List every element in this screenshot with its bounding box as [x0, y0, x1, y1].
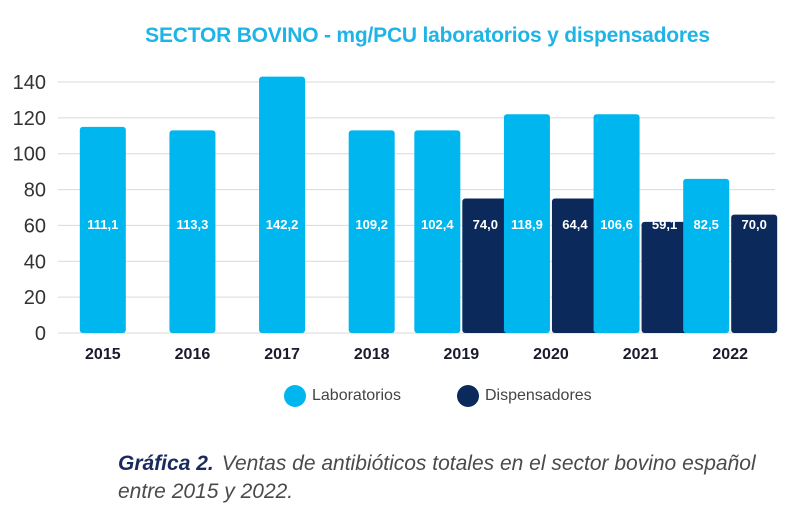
bar [169, 130, 216, 333]
y-tick-label: 100 [13, 144, 46, 166]
data-label: 109,2 [355, 217, 388, 232]
data-label: 118,9 [511, 217, 543, 232]
bar [731, 214, 778, 333]
y-tick-label: 60 [24, 215, 46, 237]
x-tick-label: 2020 [533, 346, 569, 363]
x-tick-label: 2018 [354, 346, 390, 363]
x-tick-label: 2021 [623, 346, 659, 363]
legend-swatch-laboratorios [284, 385, 306, 407]
x-tick-label: 2016 [175, 346, 211, 363]
x-tick-label: 2022 [712, 346, 748, 363]
data-label: 111,1 [87, 217, 118, 232]
bar [259, 76, 306, 333]
bar [503, 114, 550, 334]
chart-title: SECTOR BOVINO - mg/PCU laboratorios y di… [145, 24, 710, 47]
y-axis-ticks: 140 120 100 80 60 40 20 0 [13, 72, 46, 345]
bar [683, 178, 730, 333]
y-tick-label: 40 [24, 251, 46, 273]
legend-label-dispensadores: Dispensadores [484, 387, 592, 404]
y-tick-label: 140 [13, 72, 46, 94]
data-label: 82,5 [694, 217, 719, 232]
data-label: 102,4 [421, 217, 454, 232]
data-label: 142,2 [266, 217, 299, 232]
data-label: 74,0 [473, 217, 498, 232]
bar [79, 126, 126, 333]
figure-caption: Gráfica 2. Ventas de antibióticos totales… [118, 450, 758, 506]
bar [593, 114, 640, 334]
data-label: 59,1 [652, 217, 677, 232]
y-tick-label: 120 [13, 108, 46, 130]
bar [414, 130, 461, 333]
legend: Laboratorios Dispensadores [284, 385, 648, 407]
x-axis-ticks: 2015 2016 2017 2018 2019 2020 2021 2022 [85, 346, 748, 363]
caption-text: Ventas de antibióticos totales en el sec… [118, 452, 756, 503]
legend-item-dispensadores: Dispensadores [456, 385, 592, 407]
data-label: 64,4 [562, 217, 588, 232]
x-tick-label: 2015 [85, 346, 121, 363]
caption-label: Gráfica 2. [118, 452, 214, 475]
x-tick-label: 2019 [444, 346, 480, 363]
bar [348, 130, 395, 333]
y-tick-label: 0 [35, 323, 46, 345]
bar [462, 198, 509, 333]
y-tick-label: 80 [24, 180, 46, 202]
data-label: 106,6 [600, 217, 633, 232]
bars: 111,1 113,3 142,2 109,2 102,4 74,0 118,9 64,4 10… [79, 76, 778, 334]
bar [551, 198, 598, 333]
y-tick-label: 20 [24, 287, 46, 309]
data-label: 113,3 [177, 217, 209, 232]
bar [641, 221, 688, 333]
data-label: 70,0 [742, 217, 767, 232]
legend-swatch-dispensadores [456, 385, 479, 407]
x-tick-label: 2017 [264, 346, 300, 363]
legend-label-laboratorios: Laboratorios [312, 387, 401, 404]
legend-item-laboratorios: Laboratorios [284, 385, 401, 407]
